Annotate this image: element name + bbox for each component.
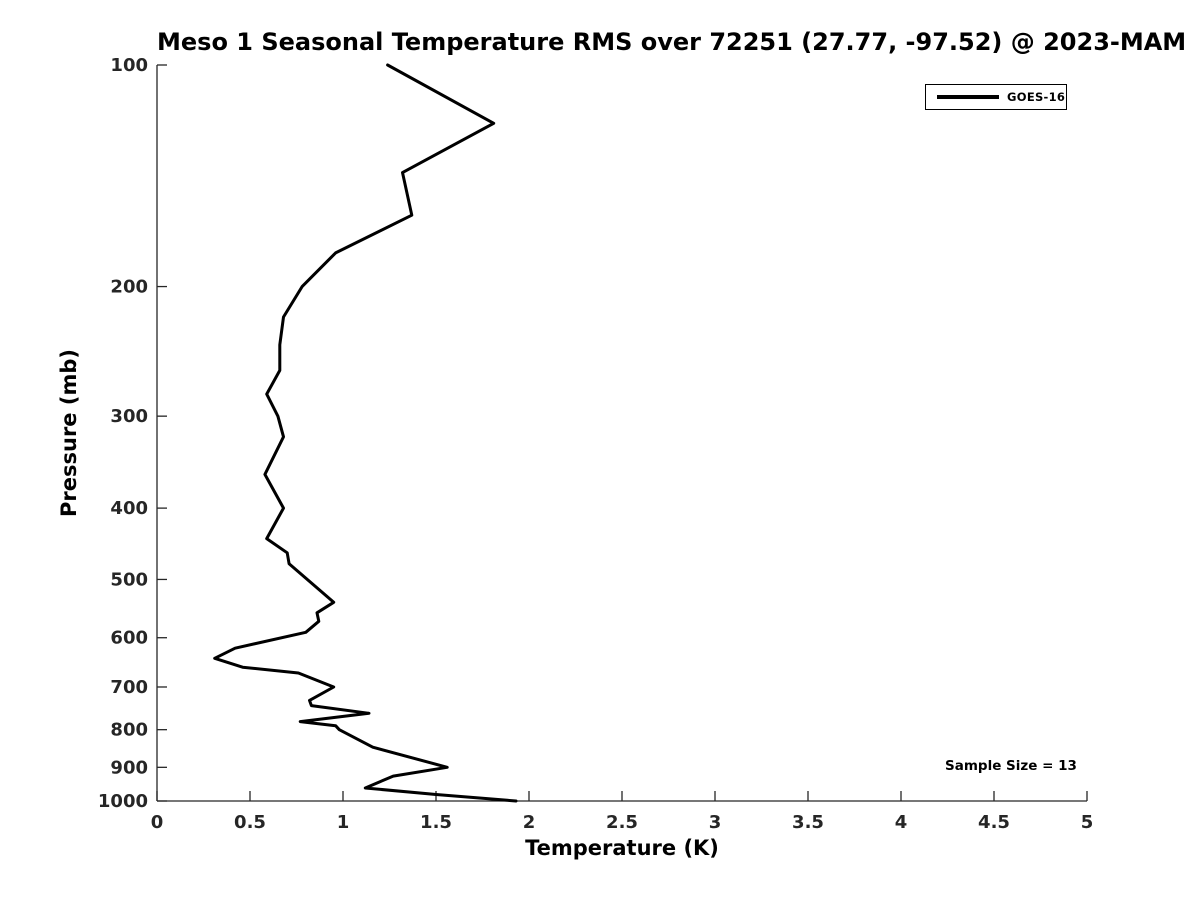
chart-title: Meso 1 Seasonal Temperature RMS over 722… bbox=[157, 28, 1187, 56]
y-tick-label: 600 bbox=[110, 628, 148, 649]
y-tick-label: 500 bbox=[110, 569, 148, 590]
y-tick-label: 200 bbox=[110, 277, 148, 298]
x-tick-label: 0 bbox=[151, 812, 164, 833]
y-tick-label: 400 bbox=[110, 498, 148, 519]
x-axis-label: Temperature (K) bbox=[525, 836, 719, 860]
legend: GOES-16 bbox=[925, 84, 1067, 110]
x-tick-label: 4 bbox=[895, 812, 908, 833]
legend-line-sample bbox=[937, 95, 999, 99]
x-tick-label: 1 bbox=[337, 812, 350, 833]
sample-size-annotation: Sample Size = 13 bbox=[945, 758, 1077, 774]
x-tick-label: 5 bbox=[1081, 812, 1094, 833]
series-line-goes-16 bbox=[213, 63, 518, 803]
x-tick-label: 2.5 bbox=[606, 812, 638, 833]
y-tick-label: 900 bbox=[110, 757, 148, 778]
y-tick-label: 700 bbox=[110, 677, 148, 698]
y-tick-label: 100 bbox=[110, 55, 148, 76]
x-tick-label: 2 bbox=[523, 812, 536, 833]
x-tick-label: 4.5 bbox=[978, 812, 1010, 833]
x-tick-label: 3.5 bbox=[792, 812, 824, 833]
y-tick-label: 1000 bbox=[98, 791, 148, 812]
x-tick-label: 1.5 bbox=[420, 812, 452, 833]
y-tick-label: 300 bbox=[110, 406, 148, 427]
x-tick-label: 0.5 bbox=[234, 812, 266, 833]
x-tick-label: 3 bbox=[709, 812, 722, 833]
legend-entry-label: GOES-16 bbox=[1007, 90, 1066, 104]
y-tick-label: 800 bbox=[110, 720, 148, 741]
